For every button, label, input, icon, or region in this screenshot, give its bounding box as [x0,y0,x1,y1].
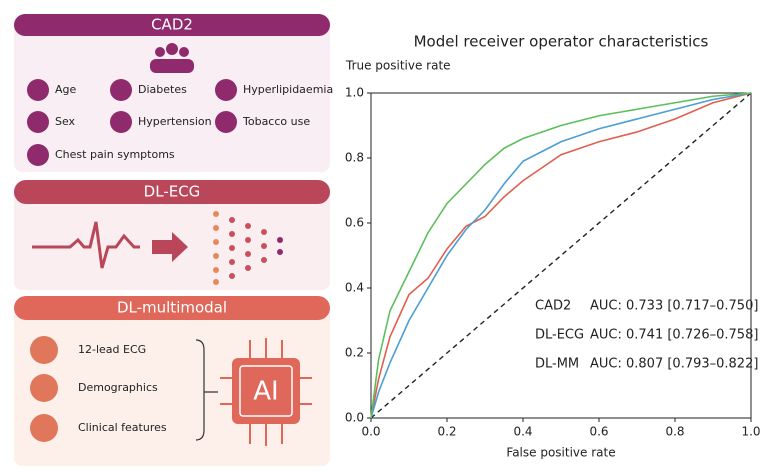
bracket [195,339,218,441]
chip-label: AI [253,377,278,407]
x-tick-label: 0.4 [513,425,532,439]
panel-header [14,14,330,36]
network [213,211,283,285]
panel-title: DL-multimodal [117,299,227,317]
people-icon [150,43,194,73]
roc-curve [370,92,752,419]
feature: Hyperlipidaemia [243,83,333,96]
y-tick-label: 0.8 [345,151,364,165]
feature-icons [27,79,237,166]
panel-header [14,180,330,204]
x-tick-label: 0.0 [361,425,380,439]
chart-title: Model receiver operator characteristics [414,33,709,51]
x-tick-label: 0.6 [589,425,608,439]
arrow [152,232,188,262]
input: Clinical features [78,421,167,434]
chance-line [370,92,752,419]
legend-name: DL-MM [535,357,579,372]
panel-title: CAD2 [151,16,193,34]
panel-body [14,16,330,172]
feature: Age [55,83,77,96]
x-axis-label: False positive rate [506,446,615,460]
legend-auc: AUC: 0.733 [0.717–0.750] [590,299,758,314]
plot-frame [370,92,752,419]
feature: Tobacco use [242,115,310,128]
input: Demographics [78,381,158,394]
y-tick-label: 0.6 [345,216,364,230]
chip [232,358,300,424]
ecg-trace [32,221,140,269]
y-tick-label: 1.0 [345,86,364,100]
legend-auc: AUC: 0.807 [0.793–0.822] [590,357,758,372]
x-tick-label: 0.8 [665,425,684,439]
roc-curve [370,92,752,419]
y-axis-label: True positive rate [345,59,451,73]
x-tick-label: 0.2 [437,425,456,439]
feature: Diabetes [138,83,187,96]
y-tick-label: 0.4 [345,281,364,295]
legend-auc: AUC: 0.741 [0.726–0.758] [590,328,758,343]
legend-name: DL-ECG [535,328,584,343]
input-icons [30,336,58,442]
feature: Sex [55,115,76,128]
chip-inner [239,365,293,417]
legend-name: CAD2 [535,299,571,314]
feature: Hypertension [138,115,212,128]
input: 12-lead ECG [78,343,146,356]
roc-curve [370,92,752,419]
y-tick-label: 0.0 [345,411,364,425]
x-tick-label: 1.0 [741,425,760,439]
panel-header [14,296,330,320]
y-tick-label: 0.2 [345,346,364,360]
panel-title: DL-ECG [144,183,201,201]
feature: Chest pain symptoms [55,148,175,161]
